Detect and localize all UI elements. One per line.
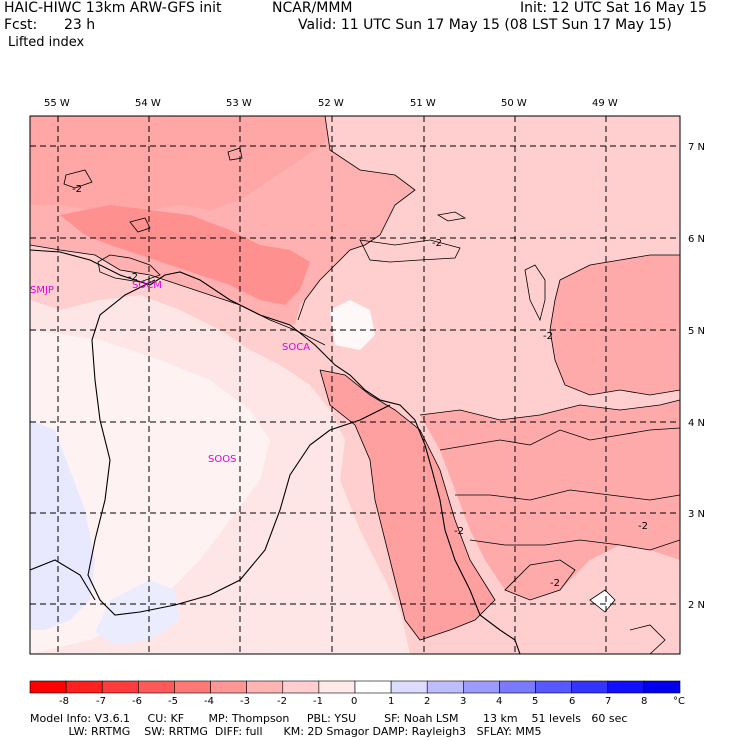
colorbar-swatch	[282, 680, 320, 694]
contour-lines	[30, 116, 680, 654]
contour-label: -2	[550, 578, 560, 589]
colorbar-swatch	[535, 680, 572, 694]
grid	[30, 116, 680, 654]
colorbar-swatch	[210, 680, 247, 694]
valid-time: Valid: 11 UTC Sun 17 May 15 (08 LST Sun …	[298, 17, 672, 33]
colorbar-swatch	[29, 680, 67, 694]
colorbar-tick: -1	[313, 696, 323, 707]
lon-label: 52 W	[318, 98, 344, 109]
colorbar-swatch	[354, 680, 392, 694]
colorbar-swatch	[174, 680, 211, 694]
colorbar-tick: 2	[424, 696, 430, 707]
init-time: Init: 12 UTC Sat 16 May 15	[520, 0, 707, 16]
colorbar-swatch	[246, 680, 284, 694]
colorbar-swatch	[463, 680, 500, 694]
contour-label: -2	[454, 526, 464, 537]
colorbar-tick: -6	[132, 696, 142, 707]
lat-label: 4 N	[688, 418, 705, 429]
borders	[30, 249, 521, 654]
lon-label: 53 W	[226, 98, 252, 109]
colorbar-swatch	[390, 680, 428, 694]
colorbar-tick: -2	[277, 696, 287, 707]
model-info-line1: Model Info: V3.6.1 CU: KF MP: Thompson P…	[30, 712, 628, 725]
model-info-line2: LW: RRTMG SW: RRTMG DIFF: full KM: 2D Sm…	[30, 725, 542, 738]
station-label: SOOS	[208, 454, 236, 465]
contour-label: -2	[432, 238, 442, 249]
lon-label: 54 W	[135, 98, 161, 109]
colorbar-tick: -7	[96, 696, 106, 707]
colorbar-tick: 3	[460, 696, 466, 707]
colorbar-tick: 8	[641, 696, 647, 707]
colorbar-tick: 5	[532, 696, 538, 707]
lon-label: 49 W	[592, 98, 618, 109]
colorbar-tick: -8	[59, 696, 69, 707]
colorbar-tick: 6	[569, 696, 575, 707]
colorbar: -8 -7 -6 -5 -4 -3 -2 -1 0 1 2 3 4 5 6 7 …	[29, 680, 685, 707]
colorbar-tick: 0	[351, 696, 357, 707]
lat-label: 7 N	[688, 142, 705, 153]
fcst-value: 23 h	[64, 17, 96, 33]
colorbar-swatches	[29, 680, 681, 694]
contour-value-labels: -2 -2 -2 -2 -2 -2 -2	[72, 184, 648, 589]
colorbar-swatch	[571, 680, 609, 694]
contour-label: -2	[638, 521, 648, 532]
colorbar-swatch	[138, 680, 175, 694]
colorbar-unit: °C	[673, 696, 685, 707]
map-border	[29, 115, 681, 655]
contour-label: -2	[72, 184, 82, 195]
colorbar-tick: -3	[240, 696, 250, 707]
station-labels: SMJP SOCM SOCA SOOS	[30, 280, 310, 465]
colorbar-tick: -4	[204, 696, 214, 707]
contour-label: -2	[543, 331, 553, 342]
fcst-label: Fcst:	[4, 17, 38, 33]
colorbar-ticks: -8 -7 -6 -5 -4 -3 -2 -1 0 1 2 3 4 5 6 7 …	[59, 696, 685, 707]
field-name: Lifted index	[8, 35, 85, 50]
colorbar-tick: -5	[168, 696, 178, 707]
center-label: NCAR/MMM	[272, 0, 353, 16]
lat-label: 2 N	[688, 600, 705, 611]
model-title: HAIC-HIWC 13km ARW-GFS init	[4, 0, 222, 16]
lon-label: 50 W	[501, 98, 527, 109]
shaded-field	[30, 116, 680, 654]
colorbar-swatch	[65, 680, 103, 694]
station-label: SMJP	[30, 285, 54, 296]
contour-label: -2	[128, 272, 138, 283]
lat-labels: 7 N 6 N 5 N 4 N 3 N 2 N	[688, 142, 705, 611]
colorbar-swatch	[318, 680, 356, 694]
colorbar-swatch	[499, 680, 536, 694]
lon-labels: 55 W 54 W 53 W 52 W 51 W 50 W 49 W	[44, 98, 618, 109]
lat-label: 6 N	[688, 234, 705, 245]
colorbar-swatch	[643, 680, 681, 694]
colorbar-tick: 4	[496, 696, 502, 707]
lat-label: 3 N	[688, 509, 705, 520]
station-label: SOCM	[132, 280, 162, 291]
colorbar-tick: 1	[388, 696, 394, 707]
colorbar-tick: 7	[605, 696, 611, 707]
lat-label: 5 N	[688, 326, 705, 337]
station-label: SOCA	[282, 342, 310, 353]
colorbar-swatch	[607, 680, 645, 694]
lon-label: 55 W	[44, 98, 70, 109]
colorbar-swatch	[426, 680, 464, 694]
lon-label: 51 W	[410, 98, 436, 109]
colorbar-swatch	[101, 680, 139, 694]
